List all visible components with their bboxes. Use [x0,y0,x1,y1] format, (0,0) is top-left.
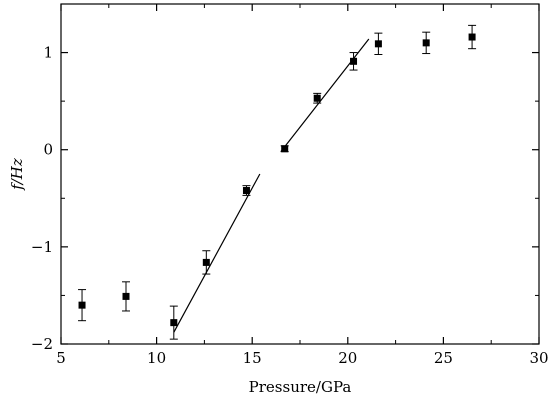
data-point [202,258,210,266]
y-tick-label: −2 [31,335,53,353]
data-point [422,39,430,47]
data-point [468,33,476,41]
x-tick-label: 30 [529,349,548,367]
data-point [242,187,250,195]
y-tick-label: −1 [31,238,53,256]
fit-line [173,173,261,333]
x-tick-label: 10 [147,349,166,367]
data-point [281,145,289,153]
data-points [78,24,477,340]
axis-ticks: 5 10 15 20 25 30 −2 −1 0 1 [31,4,549,367]
data-point [313,94,321,102]
data-point [350,57,358,65]
x-tick-label: 20 [338,349,357,367]
plot-frame [60,3,540,345]
y-tick-label: 0 [43,141,53,159]
fit-line [280,38,370,153]
x-tick-label: 25 [434,349,453,367]
y-tick-label: 1 [43,44,53,62]
fit-lines [173,38,370,333]
y-axis-title: f/Hz [8,158,26,191]
data-point [170,319,178,327]
x-tick-label: 15 [243,349,262,367]
x-tick-label: 5 [56,349,66,367]
x-axis-title: Pressure/GPa [249,378,352,396]
data-point [122,292,130,300]
data-point [374,40,382,48]
data-point [78,301,86,309]
